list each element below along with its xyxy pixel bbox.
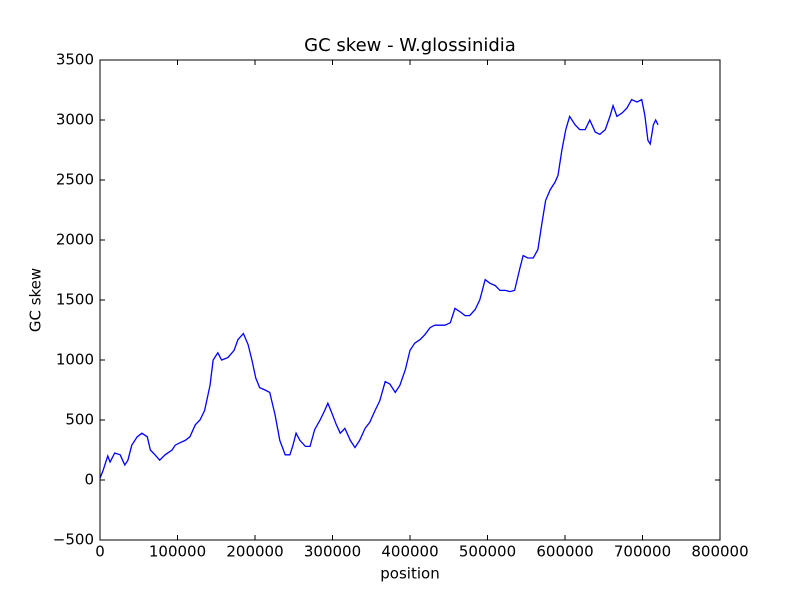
x-axis-label: position: [380, 565, 439, 583]
y-tick-label: 1500: [56, 291, 94, 309]
y-tick-label: 0: [84, 471, 94, 489]
chart-title: GC skew - W.glossinidia: [304, 35, 516, 56]
y-tick-label: −500: [53, 531, 94, 549]
y-tick-label: 2000: [56, 231, 94, 249]
x-tick-label: 300000: [304, 543, 361, 561]
y-tick-label: 2500: [56, 171, 94, 189]
x-tick-label: 600000: [536, 543, 593, 561]
x-tick-label: 0: [95, 543, 105, 561]
y-tick-label: 500: [65, 411, 94, 429]
x-tick-label: 800000: [691, 543, 748, 561]
y-tick-label: 1000: [56, 351, 94, 369]
data-line: [99, 98, 659, 479]
plot-frame: [99, 59, 721, 541]
x-tick-label: 700000: [614, 543, 671, 561]
x-tick-label: 500000: [459, 543, 516, 561]
x-tick-label: 400000: [381, 543, 438, 561]
y-axis-label: GC skew: [27, 268, 45, 332]
y-tick-label: 3500: [56, 51, 94, 69]
y-tick-label: 3000: [56, 111, 94, 129]
x-tick-label: 200000: [226, 543, 283, 561]
x-tick-label: 100000: [149, 543, 206, 561]
